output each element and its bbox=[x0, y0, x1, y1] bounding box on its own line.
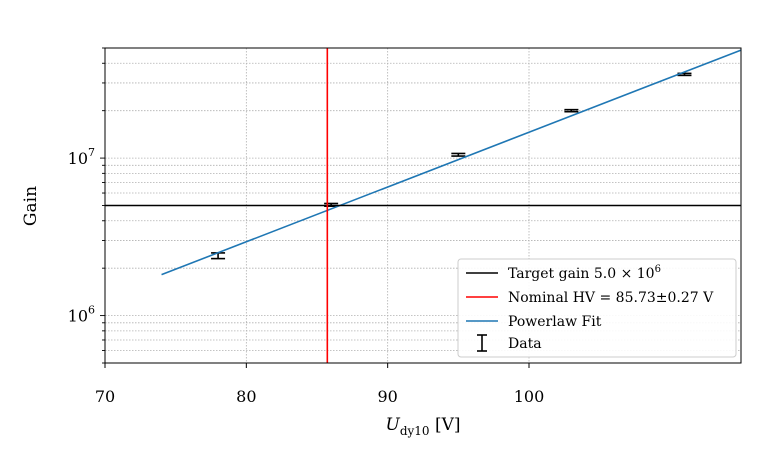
x-tick-label-70: 70 bbox=[95, 387, 115, 406]
x-tick-label-100: 100 bbox=[514, 387, 545, 406]
legend-target-prefix: Target gain 5.0 × 10 bbox=[508, 266, 655, 282]
y-axis-label: Gain bbox=[21, 186, 41, 226]
x-tick-label-80: 80 bbox=[236, 387, 256, 406]
y-tick-label-10e7: 107 bbox=[68, 146, 95, 168]
y-tick-label-exp: 6 bbox=[88, 304, 95, 317]
x-axis-label-unit: [V] bbox=[430, 415, 461, 435]
data-point-3 bbox=[451, 152, 466, 157]
legend-nominal-label: Nominal HV = 85.73±0.27 V bbox=[508, 290, 714, 306]
y-tick-label-base: 10 bbox=[68, 149, 88, 168]
y-tick-label-exp: 7 bbox=[88, 146, 95, 159]
legend: Target gain 5.0 × 106 Nominal HV = 85.73… bbox=[457, 258, 737, 358]
x-tick-label-90: 90 bbox=[377, 387, 397, 406]
legend-target-label: Target gain 5.0 × 106 bbox=[508, 264, 661, 282]
legend-data-swatch bbox=[477, 334, 487, 352]
x-axis-label-sub: dy10 bbox=[400, 424, 430, 438]
powerlaw-fit-line bbox=[161, 49, 742, 276]
data-point-4 bbox=[564, 108, 579, 113]
series bbox=[105, 48, 742, 363]
legend-box bbox=[457, 258, 737, 358]
y-tick-label-10e6: 106 bbox=[68, 304, 95, 326]
legend-data-label: Data bbox=[508, 336, 542, 352]
legend-target-exp: 6 bbox=[655, 264, 661, 275]
y-tick-label-base: 10 bbox=[68, 307, 88, 326]
x-axis-label-main: U bbox=[385, 415, 400, 435]
x-axis-label: Udy10 [V] bbox=[385, 415, 460, 438]
legend-fit-label: Powerlaw Fit bbox=[508, 314, 602, 330]
